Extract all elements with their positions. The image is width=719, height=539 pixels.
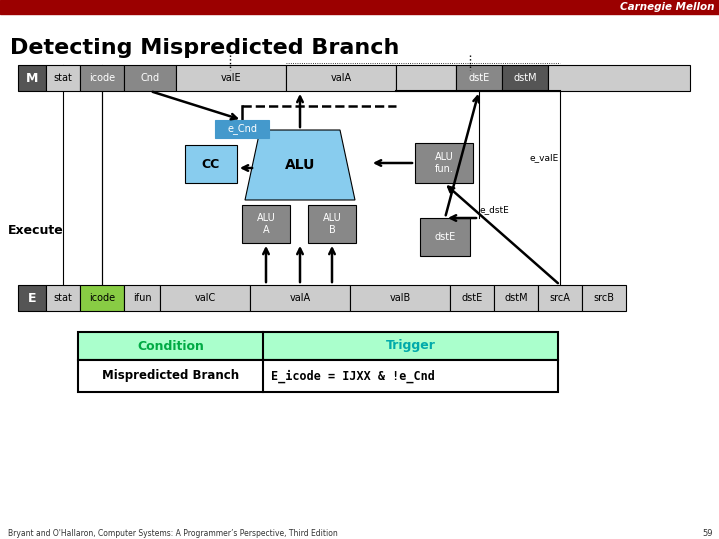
Text: ALU
fun.: ALU fun. bbox=[434, 152, 454, 174]
Text: e_dstE: e_dstE bbox=[480, 205, 510, 215]
Text: valB: valB bbox=[390, 293, 411, 303]
Bar bbox=[78, 332, 558, 360]
Bar bbox=[176, 65, 286, 91]
Text: CC: CC bbox=[202, 157, 220, 170]
Text: Condition: Condition bbox=[137, 340, 204, 353]
Text: dstM: dstM bbox=[513, 73, 537, 83]
Bar bbox=[582, 285, 626, 311]
Bar bbox=[46, 65, 80, 91]
Bar bbox=[124, 285, 160, 311]
Bar bbox=[415, 143, 473, 183]
Text: Trigger: Trigger bbox=[385, 340, 436, 353]
Text: dstE: dstE bbox=[434, 232, 456, 242]
Text: ALU
B: ALU B bbox=[323, 213, 342, 235]
Text: Bryant and O'Hallaron, Computer Systems: A Programmer’s Perspective, Third Editi: Bryant and O'Hallaron, Computer Systems:… bbox=[8, 529, 338, 537]
Bar bbox=[18, 65, 46, 91]
Text: Mispredicted Branch: Mispredicted Branch bbox=[102, 370, 239, 383]
Text: valA: valA bbox=[331, 73, 352, 83]
Bar bbox=[350, 285, 450, 311]
Text: stat: stat bbox=[53, 73, 73, 83]
Bar bbox=[215, 120, 269, 138]
Bar bbox=[46, 285, 80, 311]
Text: E: E bbox=[28, 292, 36, 305]
Bar bbox=[456, 65, 502, 91]
Text: dstM: dstM bbox=[504, 293, 528, 303]
Text: ALU
A: ALU A bbox=[257, 213, 275, 235]
Bar bbox=[250, 285, 350, 311]
Bar bbox=[286, 65, 396, 91]
Text: e_valE: e_valE bbox=[530, 154, 559, 162]
Text: ifun: ifun bbox=[133, 293, 151, 303]
Bar bbox=[160, 285, 250, 311]
Text: E_icode = IJXX & !e_Cnd: E_icode = IJXX & !e_Cnd bbox=[271, 369, 435, 383]
Bar bbox=[308, 205, 356, 243]
Text: icode: icode bbox=[89, 293, 115, 303]
Text: icode: icode bbox=[89, 73, 115, 83]
Text: Cnd: Cnd bbox=[140, 73, 160, 83]
Text: srcA: srcA bbox=[549, 293, 570, 303]
Text: stat: stat bbox=[53, 293, 73, 303]
Text: valC: valC bbox=[194, 293, 216, 303]
Bar bbox=[548, 65, 690, 91]
Bar bbox=[80, 65, 124, 91]
Bar bbox=[538, 285, 582, 311]
Bar bbox=[502, 65, 548, 91]
Bar bbox=[242, 205, 290, 243]
Text: dstE: dstE bbox=[468, 73, 490, 83]
Text: Execute: Execute bbox=[8, 224, 64, 237]
Bar bbox=[0, 0, 719, 14]
Bar bbox=[80, 285, 124, 311]
Bar bbox=[18, 285, 46, 311]
Bar bbox=[396, 65, 456, 91]
Text: Detecting Mispredicted Branch: Detecting Mispredicted Branch bbox=[10, 38, 399, 58]
Bar bbox=[450, 285, 494, 311]
Text: Carnegie Mellon: Carnegie Mellon bbox=[620, 2, 714, 12]
Bar bbox=[420, 218, 470, 256]
Bar bbox=[78, 360, 558, 392]
Text: ALU: ALU bbox=[285, 158, 315, 172]
Bar bbox=[185, 145, 237, 183]
Text: srcB: srcB bbox=[593, 293, 615, 303]
Bar bbox=[124, 65, 176, 91]
Bar bbox=[494, 285, 538, 311]
Text: 59: 59 bbox=[702, 529, 713, 537]
Text: valE: valE bbox=[221, 73, 242, 83]
Text: dstE: dstE bbox=[462, 293, 482, 303]
Text: valA: valA bbox=[290, 293, 311, 303]
Polygon shape bbox=[245, 130, 355, 200]
Text: M: M bbox=[26, 72, 38, 85]
Text: e_Cnd: e_Cnd bbox=[227, 123, 257, 134]
